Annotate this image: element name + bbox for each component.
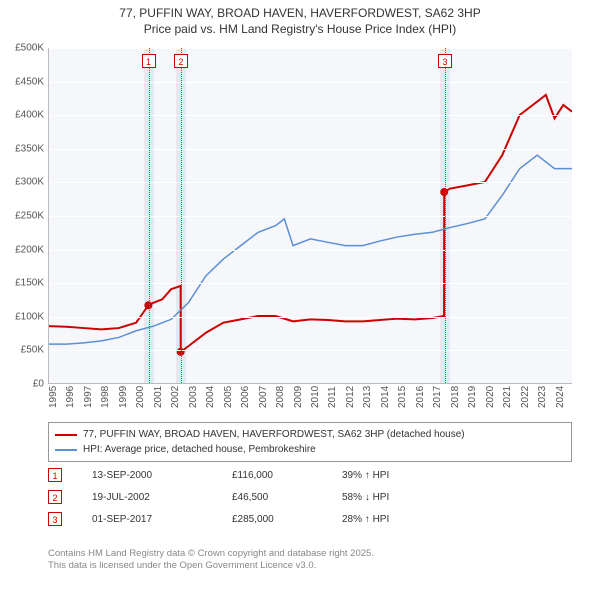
x-tick-label: 1998 (100, 386, 111, 408)
gridline-h (49, 250, 572, 251)
x-tick-label: 2018 (450, 386, 461, 408)
footnote-id-box: 3 (48, 512, 62, 526)
footnote-date: 19-JUL-2002 (92, 492, 202, 503)
x-tick-label: 2024 (555, 386, 566, 408)
footnote-price: £285,000 (232, 514, 312, 525)
x-tick-label: 2012 (345, 386, 356, 408)
y-tick-label: £50K (21, 345, 44, 356)
legend-label: HPI: Average price, detached house, Pemb… (83, 442, 316, 457)
marker-dotline (445, 48, 446, 383)
x-tick-label: 2000 (135, 386, 146, 408)
y-tick-label: £500K (15, 43, 44, 54)
x-tick-label: 2009 (293, 386, 304, 408)
footnotes: 1 13-SEP-2000 £116,000 39% ↑ HPI 2 19-JUL-200… (48, 468, 572, 534)
x-tick-label: 1997 (83, 386, 94, 408)
title-line-1: 77, PUFFIN WAY, BROAD HAVEN, HAVERFORDWE… (0, 6, 600, 22)
marker-dotline (181, 48, 182, 383)
x-tick-label: 2021 (502, 386, 513, 408)
attribution-line-1: Contains HM Land Registry data © Crown c… (48, 548, 572, 560)
series-property (49, 95, 572, 352)
x-tick-label: 2007 (258, 386, 269, 408)
x-tick-label: 2017 (432, 386, 443, 408)
x-tick-label: 2013 (362, 386, 373, 408)
footnote-row: 1 13-SEP-2000 £116,000 39% ↑ HPI (48, 468, 572, 482)
y-tick-label: £200K (15, 244, 44, 255)
x-tick-label: 1995 (48, 386, 59, 408)
footnote-id-box: 2 (48, 490, 62, 504)
x-tick-label: 2020 (485, 386, 496, 408)
footnote-pct: 28% ↑ HPI (342, 514, 442, 525)
gridline-h (49, 182, 572, 183)
x-tick-label: 2004 (205, 386, 216, 408)
gridline-h (49, 82, 572, 83)
plot-area: 1 2 3 (48, 48, 572, 384)
x-tick-label: 2001 (153, 386, 164, 408)
footnote-pct: 58% ↓ HPI (342, 492, 442, 503)
y-tick-label: £100K (15, 311, 44, 322)
legend-row: 77, PUFFIN WAY, BROAD HAVEN, HAVERFORDWE… (55, 427, 565, 442)
gridline-h (49, 350, 572, 351)
gridline-h (49, 283, 572, 284)
footnote-row: 2 19-JUL-2002 £46,500 58% ↓ HPI (48, 490, 572, 504)
footnote-date: 13-SEP-2000 (92, 470, 202, 481)
footnote-pct: 39% ↑ HPI (342, 470, 442, 481)
x-tick-label: 1999 (118, 386, 129, 408)
x-tick-label: 2015 (397, 386, 408, 408)
x-tick-label: 2011 (327, 386, 338, 408)
legend-swatch (55, 449, 77, 451)
x-tick-label: 2005 (223, 386, 234, 408)
marker-dotline (149, 48, 150, 383)
x-tick-label: 2014 (380, 386, 391, 408)
legend-swatch (55, 434, 77, 436)
x-tick-label: 2022 (520, 386, 531, 408)
title-line-2: Price paid vs. HM Land Registry's House … (0, 22, 600, 38)
x-tick-label: 1996 (65, 386, 76, 408)
gridline-h (49, 317, 572, 318)
y-tick-label: £450K (15, 76, 44, 87)
gridline-h (49, 216, 572, 217)
y-tick-label: £150K (15, 278, 44, 289)
x-tick-label: 2006 (240, 386, 251, 408)
gridline-h (49, 115, 572, 116)
legend: 77, PUFFIN WAY, BROAD HAVEN, HAVERFORDWE… (48, 422, 572, 462)
x-axis: 1995 1996 1997 1998 1999 2000 2001 2002 2003 2004… (48, 384, 572, 418)
attribution-line-2: This data is licensed under the Open Gov… (48, 560, 572, 572)
chart-title: 77, PUFFIN WAY, BROAD HAVEN, HAVERFORDWE… (0, 0, 600, 37)
gridline-h (49, 48, 572, 49)
footnote-row: 3 01-SEP-2017 £285,000 28% ↑ HPI (48, 512, 572, 526)
x-tick-label: 2003 (188, 386, 199, 408)
legend-row: HPI: Average price, detached house, Pemb… (55, 442, 565, 457)
footnote-id-box: 1 (48, 468, 62, 482)
y-tick-label: £400K (15, 110, 44, 121)
attribution: Contains HM Land Registry data © Crown c… (48, 548, 572, 573)
x-tick-label: 2023 (537, 386, 548, 408)
marker-label-box: 3 (438, 54, 452, 68)
chart-container: 77, PUFFIN WAY, BROAD HAVEN, HAVERFORDWE… (0, 0, 600, 590)
y-tick-label: £0 (33, 379, 44, 390)
legend-label: 77, PUFFIN WAY, BROAD HAVEN, HAVERFORDWE… (83, 427, 465, 442)
x-tick-label: 2016 (415, 386, 426, 408)
marker-label-box: 1 (142, 54, 156, 68)
y-tick-label: £350K (15, 143, 44, 154)
footnote-date: 01-SEP-2017 (92, 514, 202, 525)
y-tick-label: £300K (15, 177, 44, 188)
footnote-price: £46,500 (232, 492, 312, 503)
x-tick-label: 2019 (467, 386, 478, 408)
footnote-price: £116,000 (232, 470, 312, 481)
x-tick-label: 2002 (170, 386, 181, 408)
x-tick-label: 2008 (275, 386, 286, 408)
gridline-h (49, 149, 572, 150)
y-tick-label: £250K (15, 211, 44, 222)
marker-label-box: 2 (174, 54, 188, 68)
x-tick-label: 2010 (310, 386, 321, 408)
y-axis: £0£50K£100K£150K£200K£250K£300K£350K£400… (0, 48, 48, 384)
